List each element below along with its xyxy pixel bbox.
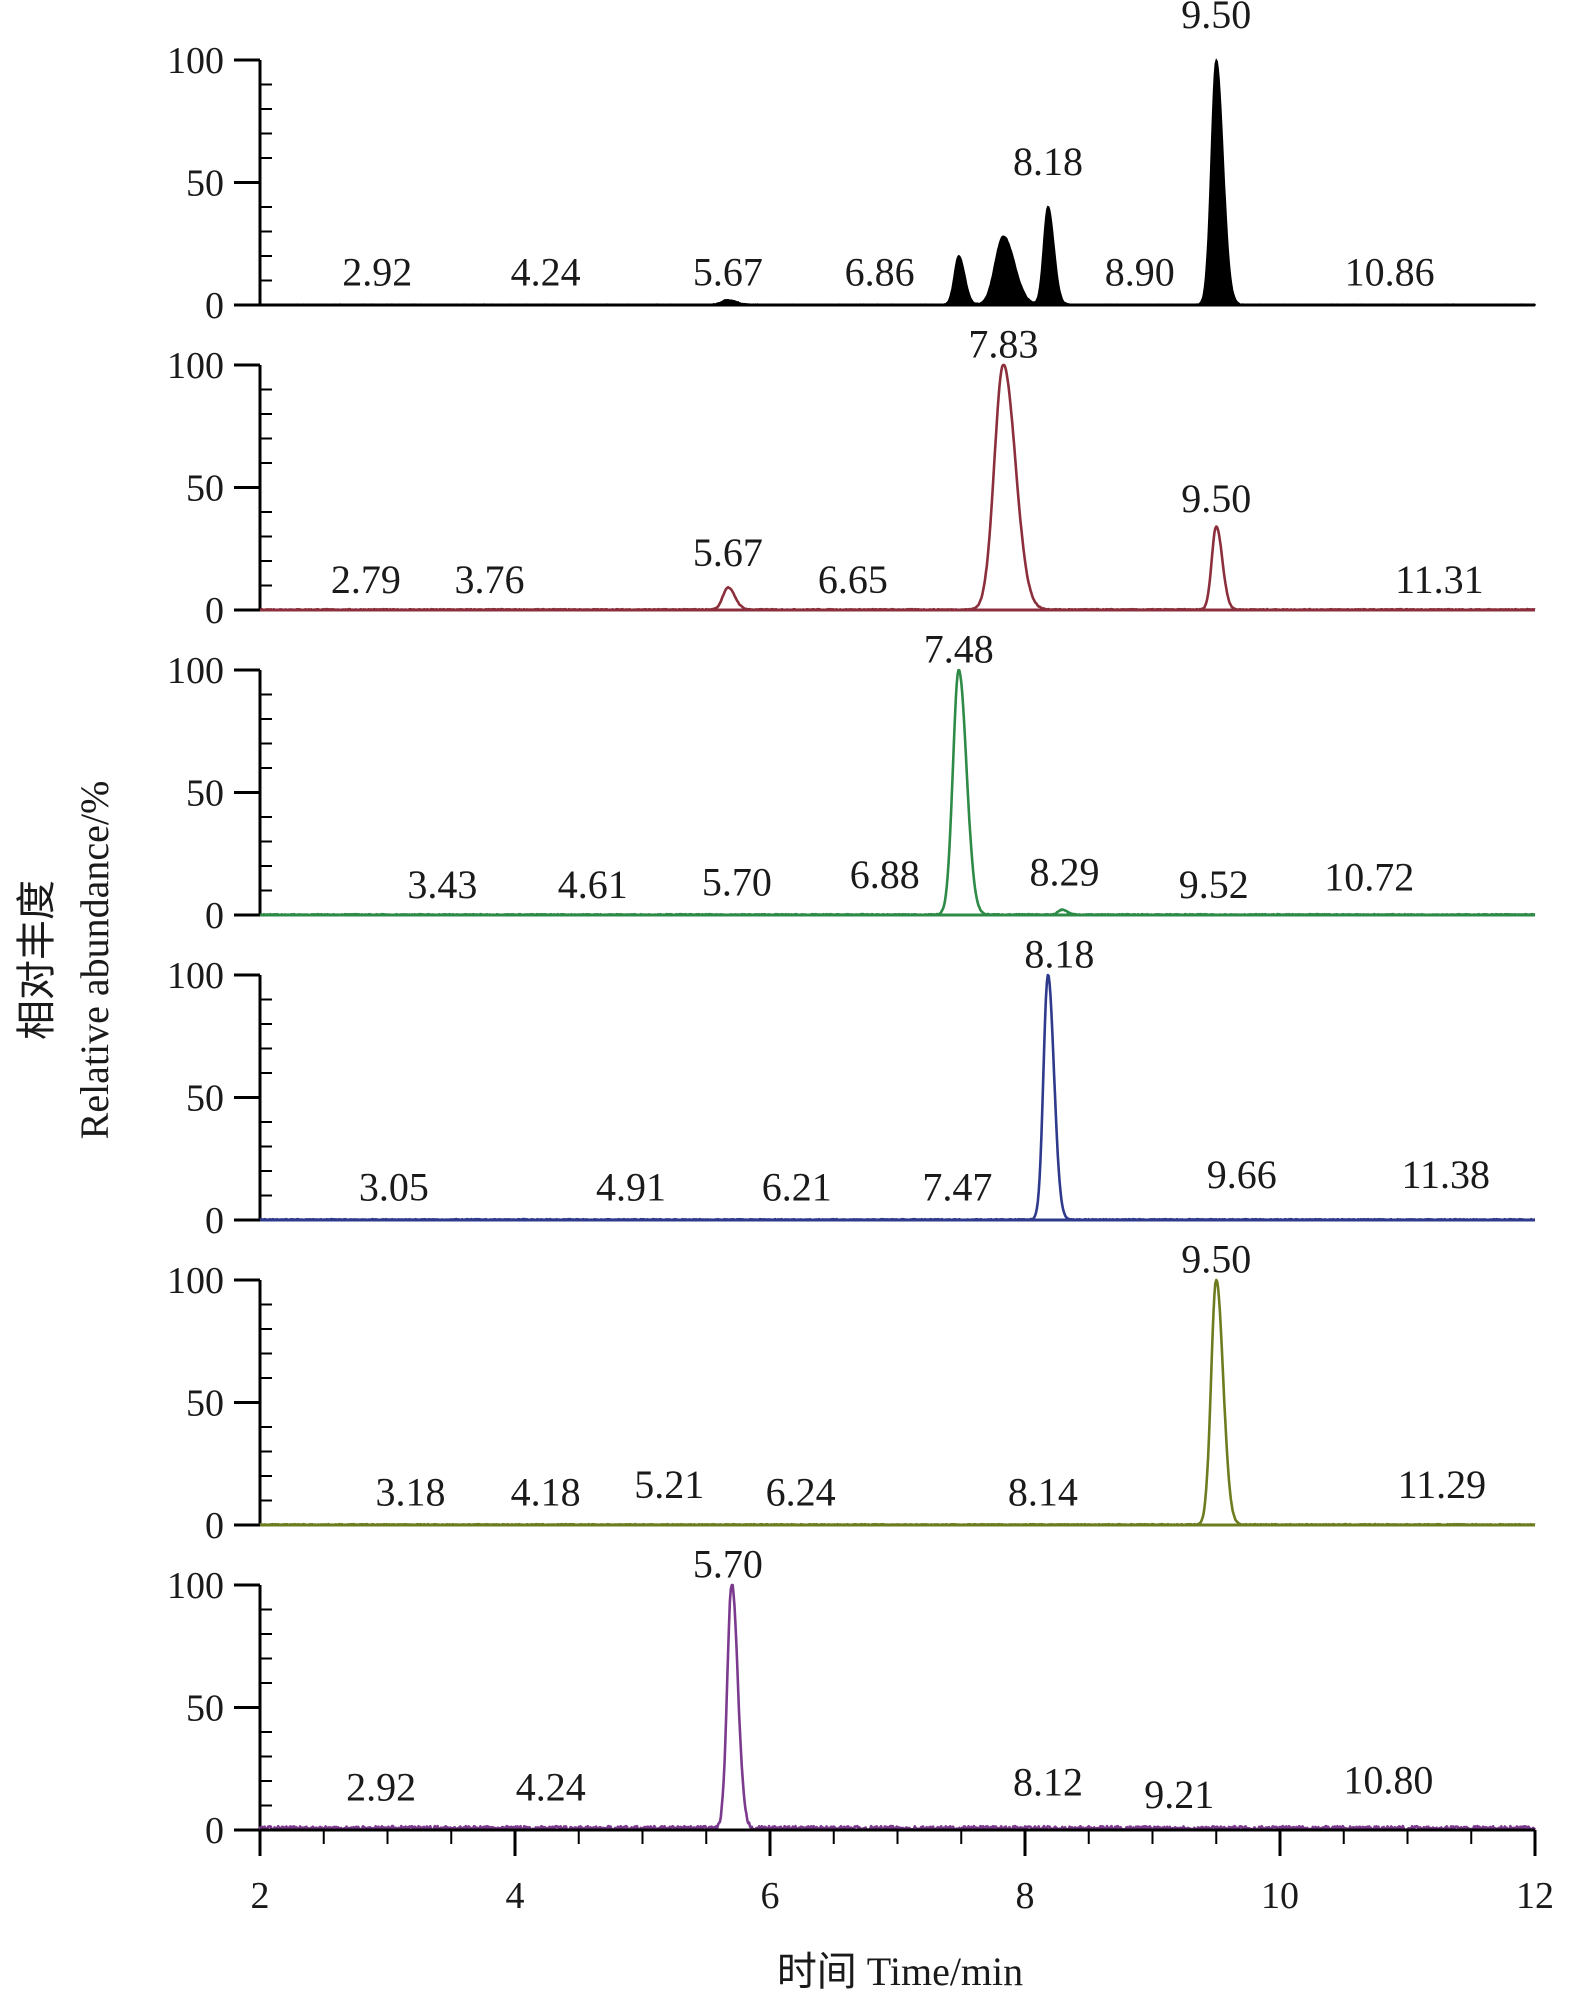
peak-label: 5.70 bbox=[693, 1542, 763, 1587]
panel-ion-chromatogram-2: 0 50 100 2.79 3.76 5.67 6.65 7.83 9.50 11.31 bbox=[167, 322, 1536, 632]
peak-label: 9.66 bbox=[1207, 1152, 1277, 1197]
peak-label: 4.24 bbox=[511, 249, 581, 294]
y-tick-label: 0 bbox=[205, 590, 224, 632]
peak-label: 5.67 bbox=[693, 530, 763, 575]
y-tick-label: 0 bbox=[205, 1810, 224, 1852]
peak-label: 7.47 bbox=[922, 1164, 992, 1209]
peak-label: 5.67 bbox=[693, 249, 763, 294]
peak-label: 10.80 bbox=[1343, 1757, 1433, 1802]
x-tick-label: 4 bbox=[506, 1875, 525, 1917]
x-tick-label: 2 bbox=[251, 1875, 270, 1917]
series-line bbox=[259, 363, 1536, 612]
peak-label: 4.91 bbox=[596, 1164, 666, 1209]
y-tick-label: 100 bbox=[167, 955, 224, 997]
x-tick-label: 12 bbox=[1516, 1875, 1554, 1917]
y-tick-label: 0 bbox=[205, 895, 224, 937]
y-tick-label: 100 bbox=[167, 1565, 224, 1607]
peak-label: 8.18 bbox=[1013, 139, 1083, 184]
peak-label: 9.50 bbox=[1181, 0, 1251, 37]
x-axis: 2 4 6 8 10 12 bbox=[251, 1828, 1554, 1917]
peak-label: 6.86 bbox=[845, 249, 915, 294]
x-axis-title: 时间 Time/min bbox=[777, 1949, 1023, 1994]
y-tick-label: 100 bbox=[167, 345, 224, 387]
y-axis-title-chinese: 相对丰度 bbox=[14, 880, 59, 1040]
peak-label: 6.21 bbox=[762, 1164, 832, 1209]
peak-label: 10.86 bbox=[1345, 249, 1435, 294]
peak-label: 7.48 bbox=[924, 627, 994, 672]
peak-label: 8.14 bbox=[1008, 1469, 1078, 1514]
peak-label: 7.83 bbox=[968, 322, 1038, 367]
peak-label: 8.90 bbox=[1105, 249, 1175, 294]
series-line bbox=[259, 973, 1536, 1222]
peak-label: 2.92 bbox=[342, 249, 412, 294]
peak-label: 8.29 bbox=[1030, 850, 1100, 895]
peak-label: 8.18 bbox=[1024, 932, 1094, 977]
peak-label: 9.52 bbox=[1179, 862, 1249, 907]
y-tick-label: 50 bbox=[186, 1078, 224, 1120]
peak-label: 4.24 bbox=[516, 1765, 586, 1810]
peak-label: 4.61 bbox=[558, 862, 628, 907]
y-tick-label: 50 bbox=[186, 773, 224, 815]
panel-ion-chromatogram-5: 0 50 100 3.18 4.18 5.21 6.24 8.14 9.50 11.29 bbox=[167, 1237, 1536, 1547]
y-axis-title-english: Relative abundance/% bbox=[72, 781, 117, 1140]
peak-label: 3.05 bbox=[359, 1164, 429, 1209]
peak-label: 9.21 bbox=[1144, 1772, 1214, 1817]
peak-label: 6.88 bbox=[850, 852, 920, 897]
series-line bbox=[259, 1278, 1536, 1527]
peak-label: 9.50 bbox=[1181, 1237, 1251, 1282]
x-tick-label: 6 bbox=[761, 1875, 780, 1917]
peak-label: 8.12 bbox=[1013, 1760, 1083, 1805]
peak-label: 9.50 bbox=[1181, 476, 1251, 521]
x-tick-label: 8 bbox=[1016, 1875, 1035, 1917]
peak-label: 3.43 bbox=[407, 862, 477, 907]
y-tick-label: 0 bbox=[205, 1200, 224, 1242]
y-tick-label: 0 bbox=[205, 1505, 224, 1547]
panel-ion-chromatogram-3: 0 50 100 3.43 4.61 5.70 6.88 7.48 8.29 9.52 10.72 bbox=[167, 627, 1536, 937]
panel-ion-chromatogram-4: 0 50 100 3.05 4.91 6.21 7.47 8.18 9.66 11.38 bbox=[167, 932, 1536, 1242]
peak-label: 3.18 bbox=[375, 1469, 445, 1514]
peak-label: 11.38 bbox=[1401, 1152, 1490, 1197]
y-tick-label: 50 bbox=[186, 468, 224, 510]
peak-label: 3.76 bbox=[455, 557, 525, 602]
peak-label: 6.24 bbox=[766, 1469, 836, 1514]
peak-label: 4.18 bbox=[511, 1469, 581, 1514]
y-tick-label: 50 bbox=[186, 1688, 224, 1730]
peak-label: 5.70 bbox=[702, 859, 772, 904]
peak-label: 11.31 bbox=[1395, 557, 1484, 602]
y-tick-label: 100 bbox=[167, 40, 224, 82]
peak-label: 5.21 bbox=[634, 1462, 704, 1507]
peak-label: 6.65 bbox=[818, 557, 888, 602]
peak-label: 11.29 bbox=[1398, 1462, 1487, 1507]
y-tick-label: 100 bbox=[167, 1260, 224, 1302]
x-tick-label: 10 bbox=[1261, 1875, 1299, 1917]
y-tick-label: 0 bbox=[205, 285, 224, 327]
peak-label: 2.79 bbox=[331, 557, 401, 602]
peak-label: 10.72 bbox=[1324, 855, 1414, 900]
peak-label: 2.92 bbox=[346, 1765, 416, 1810]
panel-total-ion-chromatogram: 0 50 100 2.92 4.24 5.67 6.86 8.18 8.90 9.50 10.86 bbox=[167, 0, 1536, 327]
y-tick-label: 50 bbox=[186, 1383, 224, 1425]
y-tick-label: 50 bbox=[186, 163, 224, 205]
y-tick-label: 100 bbox=[167, 650, 224, 692]
panel-ion-chromatogram-6: 0 50 100 2.92 4.24 5.70 8.12 9.21 10.80 bbox=[167, 1542, 1537, 1852]
